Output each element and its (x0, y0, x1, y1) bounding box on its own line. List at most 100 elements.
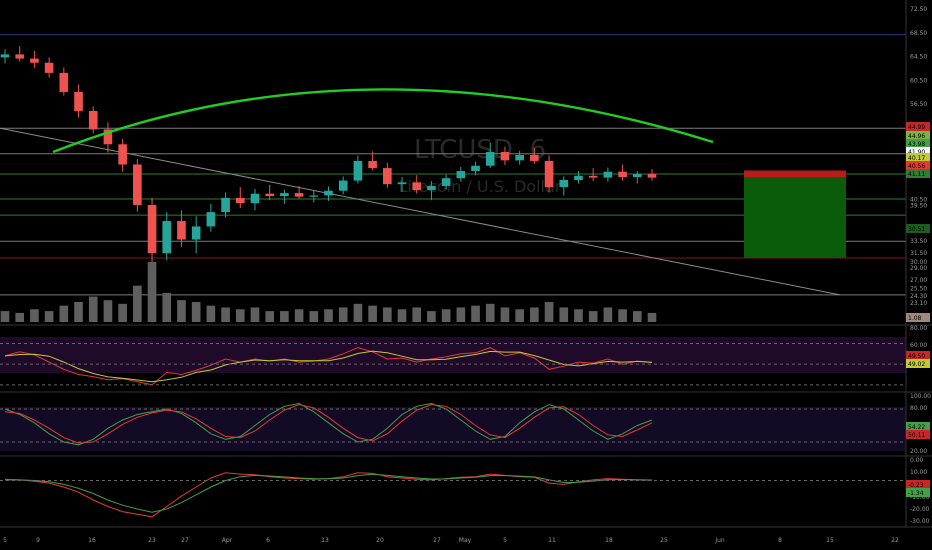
macd-value-text: -1.34 (908, 490, 924, 497)
volume-bar (0, 311, 10, 322)
volume-bar (647, 312, 657, 322)
volume-bar (515, 309, 524, 322)
indicator-line (4, 402, 653, 446)
price-label-text: 30.51 (908, 226, 925, 233)
volume-bar (280, 311, 289, 322)
down-trendline[interactable] (0, 127, 841, 296)
price-label-box (906, 131, 930, 140)
candle-body (44, 62, 54, 73)
volume-bar (221, 307, 230, 322)
candle-body (265, 193, 274, 197)
volume-bars (0, 262, 657, 322)
indicator-line (4, 404, 653, 444)
stoch-tick-label: 80.00 (910, 405, 927, 412)
price-tick-label: 56.50 (910, 101, 927, 108)
time-tick-label: 5 (503, 537, 507, 544)
stoch-tick-label: 20.00 (910, 448, 927, 455)
volume-bar (30, 309, 39, 322)
volume-bar (383, 307, 392, 322)
price-tick-label: 39.50 (910, 202, 927, 209)
volume-bar (309, 311, 319, 322)
macd-value-box (906, 480, 930, 489)
price-label-box (906, 147, 930, 156)
rsi-value-text: 49.02 (908, 361, 925, 368)
candle-body (324, 190, 333, 196)
candle-body (250, 193, 260, 204)
price-label-text: 40.56 (908, 163, 925, 170)
volume-bar (59, 305, 69, 322)
time-tick-label: 16 (88, 537, 96, 544)
short-position-box[interactable] (744, 170, 846, 258)
volume-bar (412, 307, 422, 322)
stoch-value-box (906, 422, 930, 431)
time-tick-label: 13 (321, 537, 329, 544)
price-label-box (906, 169, 930, 178)
indicator-line (5, 473, 653, 513)
volume-bar (15, 312, 25, 322)
volume-bar (530, 307, 539, 322)
price-label-box (906, 139, 930, 148)
price-pane[interactable]: LTCUSD, 6 Litecoin / U.S. Dollar (0, 34, 906, 322)
candle-body (309, 195, 319, 197)
stochastic-pane[interactable] (0, 402, 906, 452)
macd-tick-label: -30.00 (910, 518, 930, 525)
time-tick-label: 15 (826, 537, 834, 544)
price-tick-label: 24.30 (910, 293, 927, 300)
candlestick-series (0, 46, 657, 266)
volume-bar (133, 285, 142, 322)
rsi-pane[interactable] (0, 337, 906, 386)
volume-bar (235, 309, 245, 322)
volume-bar (177, 300, 186, 322)
candle-body (618, 171, 627, 178)
volume-bar (427, 311, 436, 322)
price-label-box (906, 153, 930, 162)
candle-body (280, 193, 289, 197)
indicator-line (4, 350, 653, 383)
price-tick-label: 30.00 (910, 259, 927, 266)
volume-bar (574, 309, 583, 322)
volume-bar (250, 307, 260, 322)
price-tick-label: 64.50 (910, 54, 927, 61)
resistance-arc[interactable] (52, 88, 714, 154)
time-tick-label: 23 (148, 537, 156, 544)
macd-tick-label: -10.00 (910, 494, 930, 501)
indicator-line (4, 347, 653, 386)
volume-bar (324, 309, 333, 322)
time-tick-label: 18 (605, 537, 613, 544)
macd-tick-label: 10.00 (910, 469, 927, 476)
candle-body (632, 174, 642, 178)
time-tick-label: Jun (714, 537, 725, 544)
volume-bar (500, 307, 510, 322)
volume-bar (44, 311, 54, 322)
candle-body (235, 197, 245, 204)
chart-title-watermark: LTCUSD, 6 (414, 135, 546, 165)
candle-body (0, 54, 10, 58)
volume-bar (559, 307, 569, 322)
candle-body (30, 58, 39, 63)
candle-body (15, 54, 25, 59)
macd-pane[interactable] (0, 472, 906, 518)
candle-body (647, 174, 657, 178)
volume-bar (103, 300, 113, 322)
candle-body (588, 175, 598, 178)
volume-bar (368, 305, 377, 322)
rsi-tick-label: 80.00 (910, 325, 927, 332)
volume-bar (456, 307, 466, 322)
volume-bar (485, 303, 495, 322)
time-tick-label: 20 (376, 537, 384, 544)
chart-subtitle-watermark: Litecoin / U.S. Dollar (399, 177, 562, 196)
candle-body (368, 160, 377, 169)
candle-body (74, 91, 83, 111)
candle-body (515, 155, 524, 161)
rsi-value-box (906, 351, 930, 360)
time-tick-label: 6 (266, 537, 270, 544)
price-label-text: 41.11 (908, 171, 925, 178)
price-tick-label: 60.50 (910, 77, 927, 84)
macd-value-box (906, 488, 930, 497)
time-tick-label: 27 (433, 537, 441, 544)
volume-bar (294, 309, 304, 322)
price-tick-label: 40.50 (910, 196, 927, 203)
price-tick-label: 68.50 (910, 30, 927, 37)
volume-bar (544, 302, 554, 322)
